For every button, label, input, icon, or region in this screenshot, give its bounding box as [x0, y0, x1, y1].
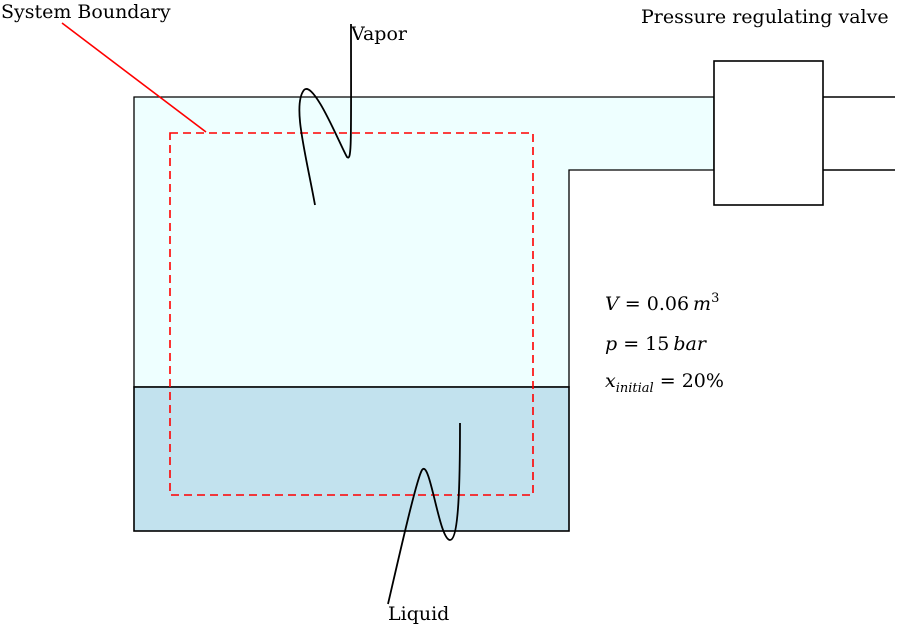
liquid-leader	[387, 422, 461, 605]
system-boundary-leader	[61, 22, 207, 133]
pressure-unit: bar	[673, 333, 707, 355]
pressure-equals: =	[617, 333, 645, 355]
valve-label: Pressure regulating valve	[641, 6, 889, 28]
volume-value: 0.06	[647, 293, 689, 315]
volume-symbol: V	[605, 293, 621, 315]
quality-given: xinitial = 20%	[605, 370, 724, 396]
volume-exponent: 3	[711, 291, 719, 306]
quality-value: 20%	[682, 370, 724, 392]
vapor-leader	[298, 23, 352, 206]
liquid-region	[133, 386, 570, 532]
pressure-value: 15	[645, 333, 669, 355]
volume-unit: m	[693, 293, 711, 315]
liquid-label: Liquid	[388, 603, 449, 625]
quality-symbol: x	[605, 370, 616, 392]
volume-given: V = 0.06 m3	[605, 291, 719, 315]
system-boundary-label: System Boundary	[1, 1, 171, 23]
system-boundary	[169, 132, 534, 496]
quality-equals: =	[654, 370, 682, 392]
pressure-regulating-valve	[713, 60, 824, 206]
pressure-given: p = 15 bar	[605, 333, 708, 355]
quality-subscript: initial	[616, 381, 654, 396]
pressure-symbol: p	[605, 333, 617, 355]
volume-equals: =	[619, 293, 647, 315]
vapor-label: Vapor	[350, 23, 408, 45]
